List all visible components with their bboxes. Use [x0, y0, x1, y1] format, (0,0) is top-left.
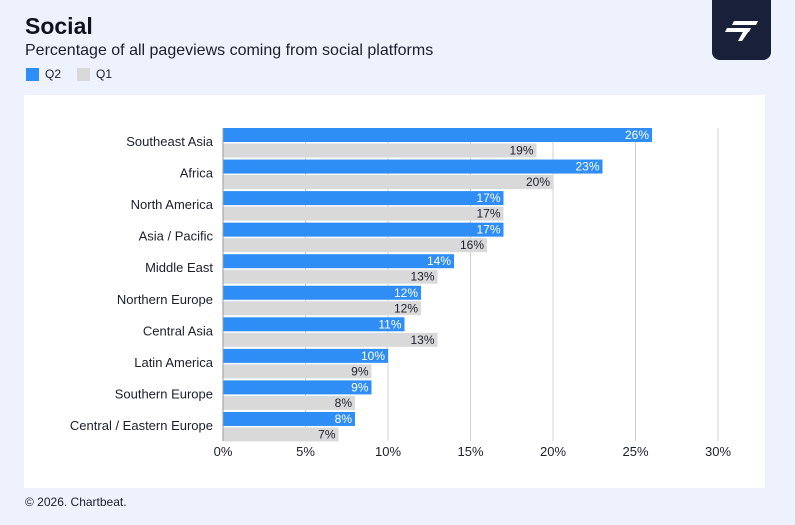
- bar-q2: [223, 159, 603, 174]
- data-label-q2: 9%: [351, 380, 369, 394]
- legend-label-q1: Q1: [96, 67, 113, 81]
- bar-q1: [223, 238, 487, 253]
- x-tick-label: 30%: [705, 444, 731, 459]
- data-label-q1: 17%: [476, 207, 500, 221]
- category-label: Asia / Pacific: [139, 229, 214, 244]
- chartbeat-logo-icon: [712, 0, 771, 60]
- bar-q2: [223, 191, 504, 206]
- data-label-q2: 12%: [394, 286, 418, 300]
- data-label-q2: 14%: [427, 254, 451, 268]
- data-label-q1: 8%: [335, 396, 353, 410]
- bar-q1: [223, 332, 438, 347]
- bar-q2: [223, 254, 454, 269]
- legend-item-q2: Q2: [26, 67, 61, 81]
- copyright-footer: © 2026. Chartbeat.: [25, 495, 127, 509]
- data-label-q1: 13%: [410, 270, 434, 284]
- data-label-q2: 11%: [378, 317, 401, 331]
- bar-q2: [223, 380, 372, 395]
- x-tick-label: 15%: [457, 444, 483, 459]
- data-label-q1: 16%: [460, 238, 484, 252]
- bar-q1: [223, 206, 504, 221]
- legend-swatch-q1: [77, 67, 91, 81]
- category-label: Southeast Asia: [126, 134, 213, 149]
- category-label: Africa: [180, 166, 214, 181]
- bar-q2: [223, 348, 388, 363]
- category-label: Northern Europe: [117, 292, 213, 307]
- data-label-q2: 26%: [625, 128, 649, 142]
- chart-panel: 0% 5% 10% 15% 20% 25% 30% Southeast Asia 26% 19% A…: [24, 95, 765, 488]
- x-tick-label: 5%: [296, 444, 315, 459]
- bar-q2: [223, 317, 405, 332]
- category-label: Central Asia: [143, 323, 214, 338]
- bar-q1: [223, 395, 355, 410]
- x-tick-label: 10%: [375, 444, 401, 459]
- bar-q1: [223, 301, 421, 316]
- data-label-q1: 19%: [509, 144, 533, 158]
- data-label-q1: 13%: [410, 333, 434, 347]
- chartbeat-logo-mark: [724, 21, 758, 41]
- bar-q1: [223, 175, 553, 190]
- x-tick-label: 20%: [540, 444, 566, 459]
- data-label-q1: 12%: [394, 301, 418, 315]
- category-label: Middle East: [145, 260, 213, 275]
- bar-q2: [223, 222, 504, 237]
- bar-q1: [223, 269, 438, 284]
- data-label-q2: 17%: [476, 223, 500, 237]
- bar-q1: [223, 427, 339, 442]
- legend-label-q2: Q2: [45, 67, 62, 81]
- data-label-q2: 10%: [361, 349, 385, 363]
- legend: Q2 Q1: [26, 67, 128, 81]
- chart-subtitle: Percentage of all pageviews coming from …: [25, 42, 434, 59]
- bar-q1: [223, 143, 537, 158]
- data-label-q2: 17%: [476, 191, 500, 205]
- data-label-q2: 8%: [335, 412, 353, 426]
- x-tick-label: 0%: [214, 444, 233, 459]
- bar-q2: [223, 285, 421, 300]
- legend-item-q1: Q1: [77, 67, 112, 81]
- data-label-q1: 9%: [351, 364, 369, 378]
- bar-q2: [223, 411, 355, 426]
- category-label: Central / Eastern Europe: [70, 418, 213, 433]
- data-label-q1: 20%: [526, 175, 550, 189]
- bar-q2: [223, 128, 652, 142]
- category-label: North America: [131, 197, 214, 212]
- bar-chart: 0% 5% 10% 15% 20% 25% 30% Southeast Asia 26% 19% A…: [70, 128, 731, 459]
- data-label-q2: 23%: [575, 160, 599, 174]
- legend-swatch-q2: [26, 67, 39, 81]
- chart-title: Social: [25, 13, 93, 39]
- category-label: Latin America: [134, 355, 214, 370]
- category-label: Southern Europe: [115, 386, 213, 401]
- x-tick-label: 25%: [622, 444, 648, 459]
- data-label-q1: 7%: [318, 427, 336, 441]
- bar-q1: [223, 364, 372, 379]
